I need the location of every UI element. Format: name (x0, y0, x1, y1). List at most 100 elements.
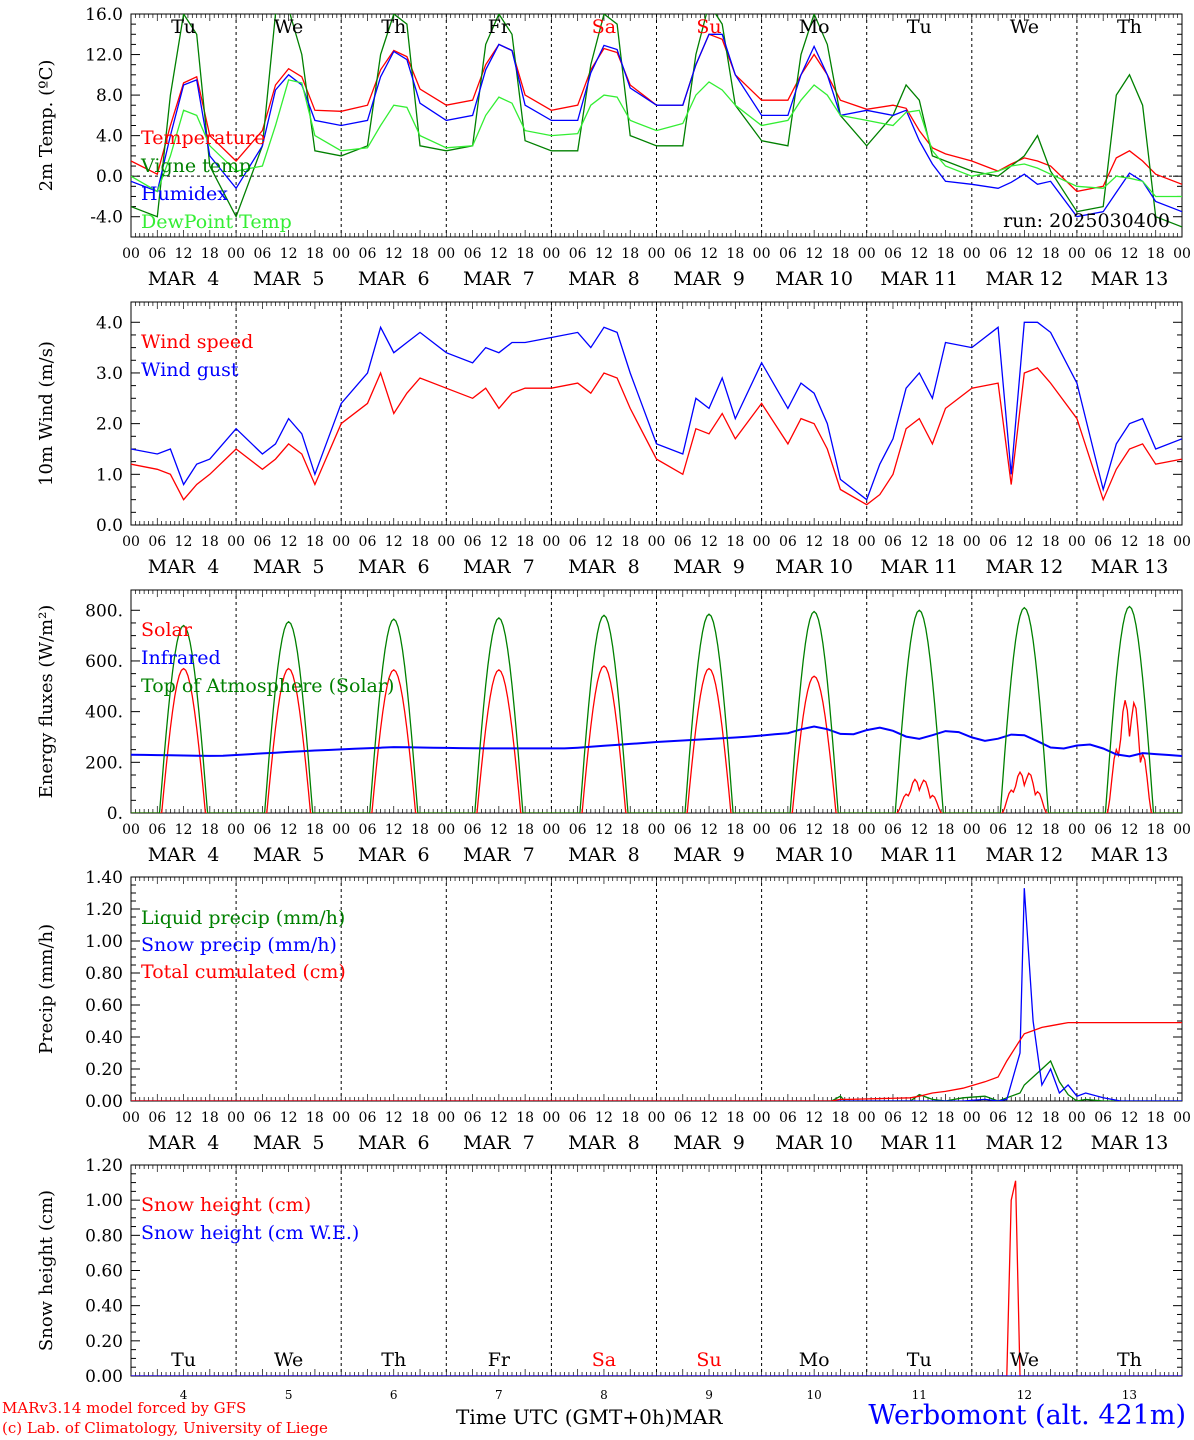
month-day-label: MAR 12 (985, 1132, 1063, 1154)
hour-tick-label: 12 (175, 246, 193, 262)
hour-tick-label: 12 (1015, 822, 1033, 838)
day-number-label: 7 (495, 1388, 503, 1402)
series-group (131, 605, 1182, 813)
month-day-label: MAR 7 (463, 1132, 535, 1154)
hour-tick-label: 12 (805, 1110, 823, 1126)
hour-tick-label: 00 (648, 534, 666, 550)
hour-tick-label: 00 (753, 246, 771, 262)
hour-tick-label: 00 (1068, 534, 1086, 550)
month-day-label: MAR 6 (358, 556, 430, 578)
hour-tick-label: 18 (201, 246, 219, 262)
hour-tick-label: 12 (805, 822, 823, 838)
model-credit: MARv3.14 model forced by GFS (2, 1399, 247, 1417)
hour-tick-label: 06 (779, 1110, 797, 1126)
month-day-label: MAR 6 (358, 844, 430, 866)
month-day-label: MAR 11 (880, 268, 958, 290)
month-day-label: MAR 10 (775, 844, 853, 866)
y-axis-label: Snow height (cm) (36, 1190, 57, 1351)
month-day-label: MAR 6 (358, 1132, 430, 1154)
hour-tick-label: 12 (910, 1110, 928, 1126)
hour-tick-label: 18 (516, 1110, 534, 1126)
hour-tick-label: 12 (805, 534, 823, 550)
hour-tick-label: 06 (253, 534, 271, 550)
y-tick-label: 600. (85, 652, 123, 672)
hour-tick-label: 00 (122, 246, 140, 262)
hour-tick-label: 06 (674, 534, 692, 550)
hour-tick-label: 18 (201, 822, 219, 838)
legend-humidex: Humidex (141, 183, 228, 205)
series-group (131, 14, 1182, 228)
month-day-label: MAR 13 (1091, 844, 1169, 866)
run-label: run: 2025030400 (1003, 210, 1170, 232)
hour-tick-label: 00 (122, 534, 140, 550)
hour-tick-label: 18 (306, 534, 324, 550)
hour-tick-label: 06 (464, 1110, 482, 1126)
hour-tick-label: 18 (726, 246, 744, 262)
hour-tick-label: 12 (385, 534, 403, 550)
hour-tick-label: 00 (542, 246, 560, 262)
month-day-label: MAR 11 (880, 1132, 958, 1154)
day-name-label: We (274, 1349, 303, 1371)
day-number-label: 6 (390, 1388, 398, 1402)
month-day-label: MAR 6 (358, 268, 430, 290)
legend-liquid-precip-mm-h: Liquid precip (mm/h) (141, 907, 345, 929)
hour-tick-label: 06 (569, 246, 587, 262)
hour-tick-label: 12 (595, 822, 613, 838)
y-axis-label: 10m Wind (m/s) (36, 341, 57, 486)
panel-frame (130, 13, 1183, 238)
hour-tick-label: 06 (674, 822, 692, 838)
month-day-label: MAR 7 (463, 556, 535, 578)
time-axis-label: Time UTC (GMT+0h)MAR (456, 1405, 723, 1429)
legend-dewpoint-temp: DewPoint Temp (141, 211, 292, 233)
hour-tick-label: 00 (122, 822, 140, 838)
hour-tick-label: 06 (779, 822, 797, 838)
y-tick-label: 1.00 (85, 1191, 123, 1211)
hour-tick-label: 06 (253, 246, 271, 262)
day-number-label: 10 (807, 1388, 822, 1402)
hour-tick-label: 00 (227, 246, 245, 262)
day-name-label: Sa (592, 1349, 616, 1371)
month-day-label: MAR 9 (673, 844, 745, 866)
day-name-label: Su (696, 1349, 721, 1371)
hour-tick-label: 12 (1121, 1110, 1139, 1126)
hour-tick-label: 18 (621, 822, 639, 838)
day-number-label: 5 (285, 1388, 293, 1402)
hour-tick-label: 18 (1147, 1110, 1165, 1126)
series-line-snow-height-cm (131, 1180, 1182, 1376)
hour-tick-label: 12 (700, 822, 718, 838)
hour-tick-label: 12 (490, 534, 508, 550)
y-tick-label: 0.20 (85, 1060, 123, 1080)
month-day-label: MAR 5 (253, 844, 325, 866)
hour-tick-label: 00 (227, 822, 245, 838)
month-day-label: MAR 7 (463, 268, 535, 290)
lab-credit: (c) Lab. of Climatology, University of L… (2, 1419, 328, 1437)
month-day-label: MAR 12 (985, 844, 1063, 866)
hour-tick-label: 00 (1173, 1110, 1191, 1126)
hour-tick-label: 00 (858, 246, 876, 262)
hour-tick-label: 18 (201, 534, 219, 550)
month-day-label: MAR 12 (985, 268, 1063, 290)
hour-tick-label: 12 (910, 246, 928, 262)
day-name-label: Th (381, 16, 406, 38)
hour-tick-label: 00 (332, 822, 350, 838)
y-axis-label: Energy fluxes (W/m²) (36, 605, 57, 799)
hour-tick-label: 00 (753, 1110, 771, 1126)
hour-tick-label: 18 (411, 246, 429, 262)
hour-tick-label: 18 (832, 1110, 850, 1126)
hour-tick-label: 12 (1121, 822, 1139, 838)
day-number-label: 4 (180, 1388, 188, 1402)
hour-tick-label: 06 (674, 246, 692, 262)
hour-tick-label: 00 (542, 822, 560, 838)
hour-tick-label: 18 (937, 534, 955, 550)
hour-tick-label: 00 (963, 1110, 981, 1126)
day-name-label: Mo (799, 16, 830, 38)
month-day-label: MAR 4 (148, 844, 220, 866)
month-day-label: MAR 4 (148, 556, 220, 578)
hour-tick-label: 12 (490, 1110, 508, 1126)
hour-tick-label: 12 (700, 246, 718, 262)
hour-tick-label: 18 (937, 822, 955, 838)
hour-tick-label: 00 (437, 822, 455, 838)
series-line-solar (131, 665, 1182, 813)
y-tick-label: 0.40 (85, 1028, 123, 1048)
legend-wind-speed: Wind speed (141, 331, 253, 353)
